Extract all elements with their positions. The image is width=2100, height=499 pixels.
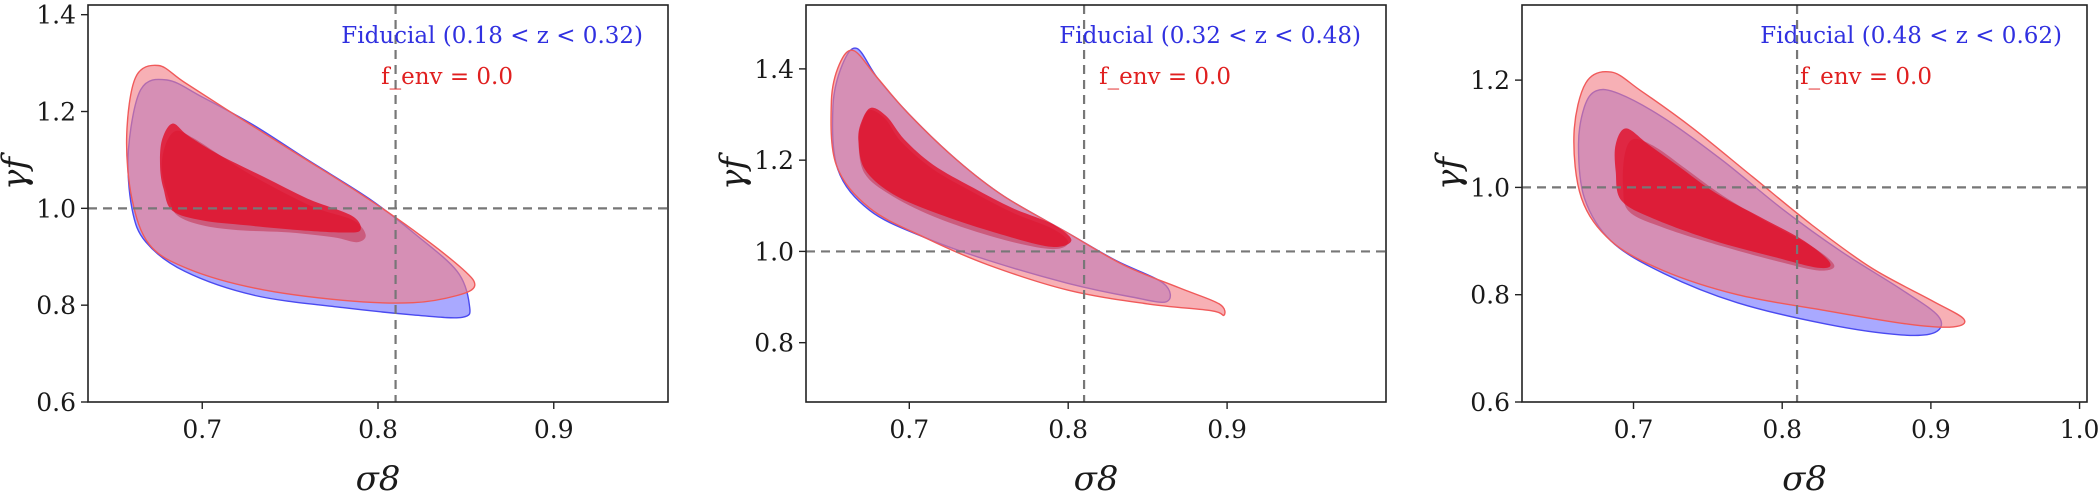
contour-env-95	[1573, 71, 1966, 328]
legend-entry-1: Fiducial (0.48 < z < 0.62)	[1760, 23, 2062, 49]
x-tick-label: 0.8	[1762, 415, 1802, 444]
plot-area	[1522, 5, 2087, 402]
y-tick-label: 0.8	[1470, 281, 1510, 310]
legend-entry-2: f_env = 0.0	[1099, 64, 1231, 90]
panel-2: 0.7 0.8 0.9 0.8 1.0 1.2 1.4 σ8 γf Fiducial (0.32 …	[713, 4, 1387, 499]
plot-area	[806, 5, 1386, 402]
y-tick-label: 0.8	[36, 291, 76, 320]
x-tick-label: 0.8	[358, 415, 398, 444]
y-tick-label: 1.0	[1470, 173, 1510, 202]
x-axis-label: σ8	[1782, 459, 1827, 499]
x-tick-label: 0.9	[1207, 415, 1247, 444]
x-tick-label: 0.8	[1048, 415, 1088, 444]
y-tick-label: 0.6	[1470, 388, 1510, 417]
y-tick-label: 0.8	[754, 329, 794, 358]
contour-env-68	[858, 107, 1072, 247]
y-axis-label: γf	[713, 152, 753, 190]
axes-frame	[805, 4, 1387, 403]
x-tick-label: 1.0	[2060, 415, 2100, 444]
y-axis-label: γf	[0, 152, 35, 190]
plot-area	[88, 5, 668, 402]
legend-entry-2: f_env = 0.0	[381, 64, 513, 90]
legend-entry-1: Fiducial (0.32 < z < 0.48)	[1059, 23, 1361, 49]
legend-entry-1: Fiducial (0.18 < z < 0.32)	[341, 23, 643, 49]
x-tick-label: 0.7	[182, 415, 222, 444]
contour-env-95	[125, 64, 476, 304]
contour-env-68	[159, 123, 361, 233]
x-tick-label: 0.9	[534, 415, 574, 444]
y-tick-label: 1.0	[754, 237, 794, 266]
y-tick-label: 1.4	[754, 55, 794, 84]
y-tick-label: 1.2	[1470, 66, 1510, 95]
y-axis-label: γf	[1429, 152, 1469, 190]
y-tick-label: 1.2	[754, 146, 794, 175]
x-tick-label: 0.7	[1614, 415, 1654, 444]
panel-3: 0.7 0.8 0.9 1.0 0.6 0.8 1.0 1.2 σ8 γf Fiducial (0.…	[1429, 4, 2100, 499]
y-tick-label: 1.4	[36, 1, 76, 30]
axes-frame	[1521, 4, 2088, 403]
x-axis-label: σ8	[1074, 459, 1119, 499]
contour-env-68	[1614, 128, 1831, 269]
y-tick-label: 0.6	[36, 388, 76, 417]
x-tick-label: 0.7	[889, 415, 929, 444]
legend-entry-2: f_env = 0.0	[1800, 64, 1932, 90]
panel-1: 0.7 0.8 0.9 0.6 0.8 1.0 1.2 1.4 σ8 γf Fiducial (0.…	[0, 1, 669, 499]
x-axis-label: σ8	[356, 459, 401, 499]
y-tick-label: 1.2	[36, 98, 76, 127]
x-tick-label: 0.9	[1911, 415, 1951, 444]
y-tick-label: 1.0	[36, 194, 76, 223]
